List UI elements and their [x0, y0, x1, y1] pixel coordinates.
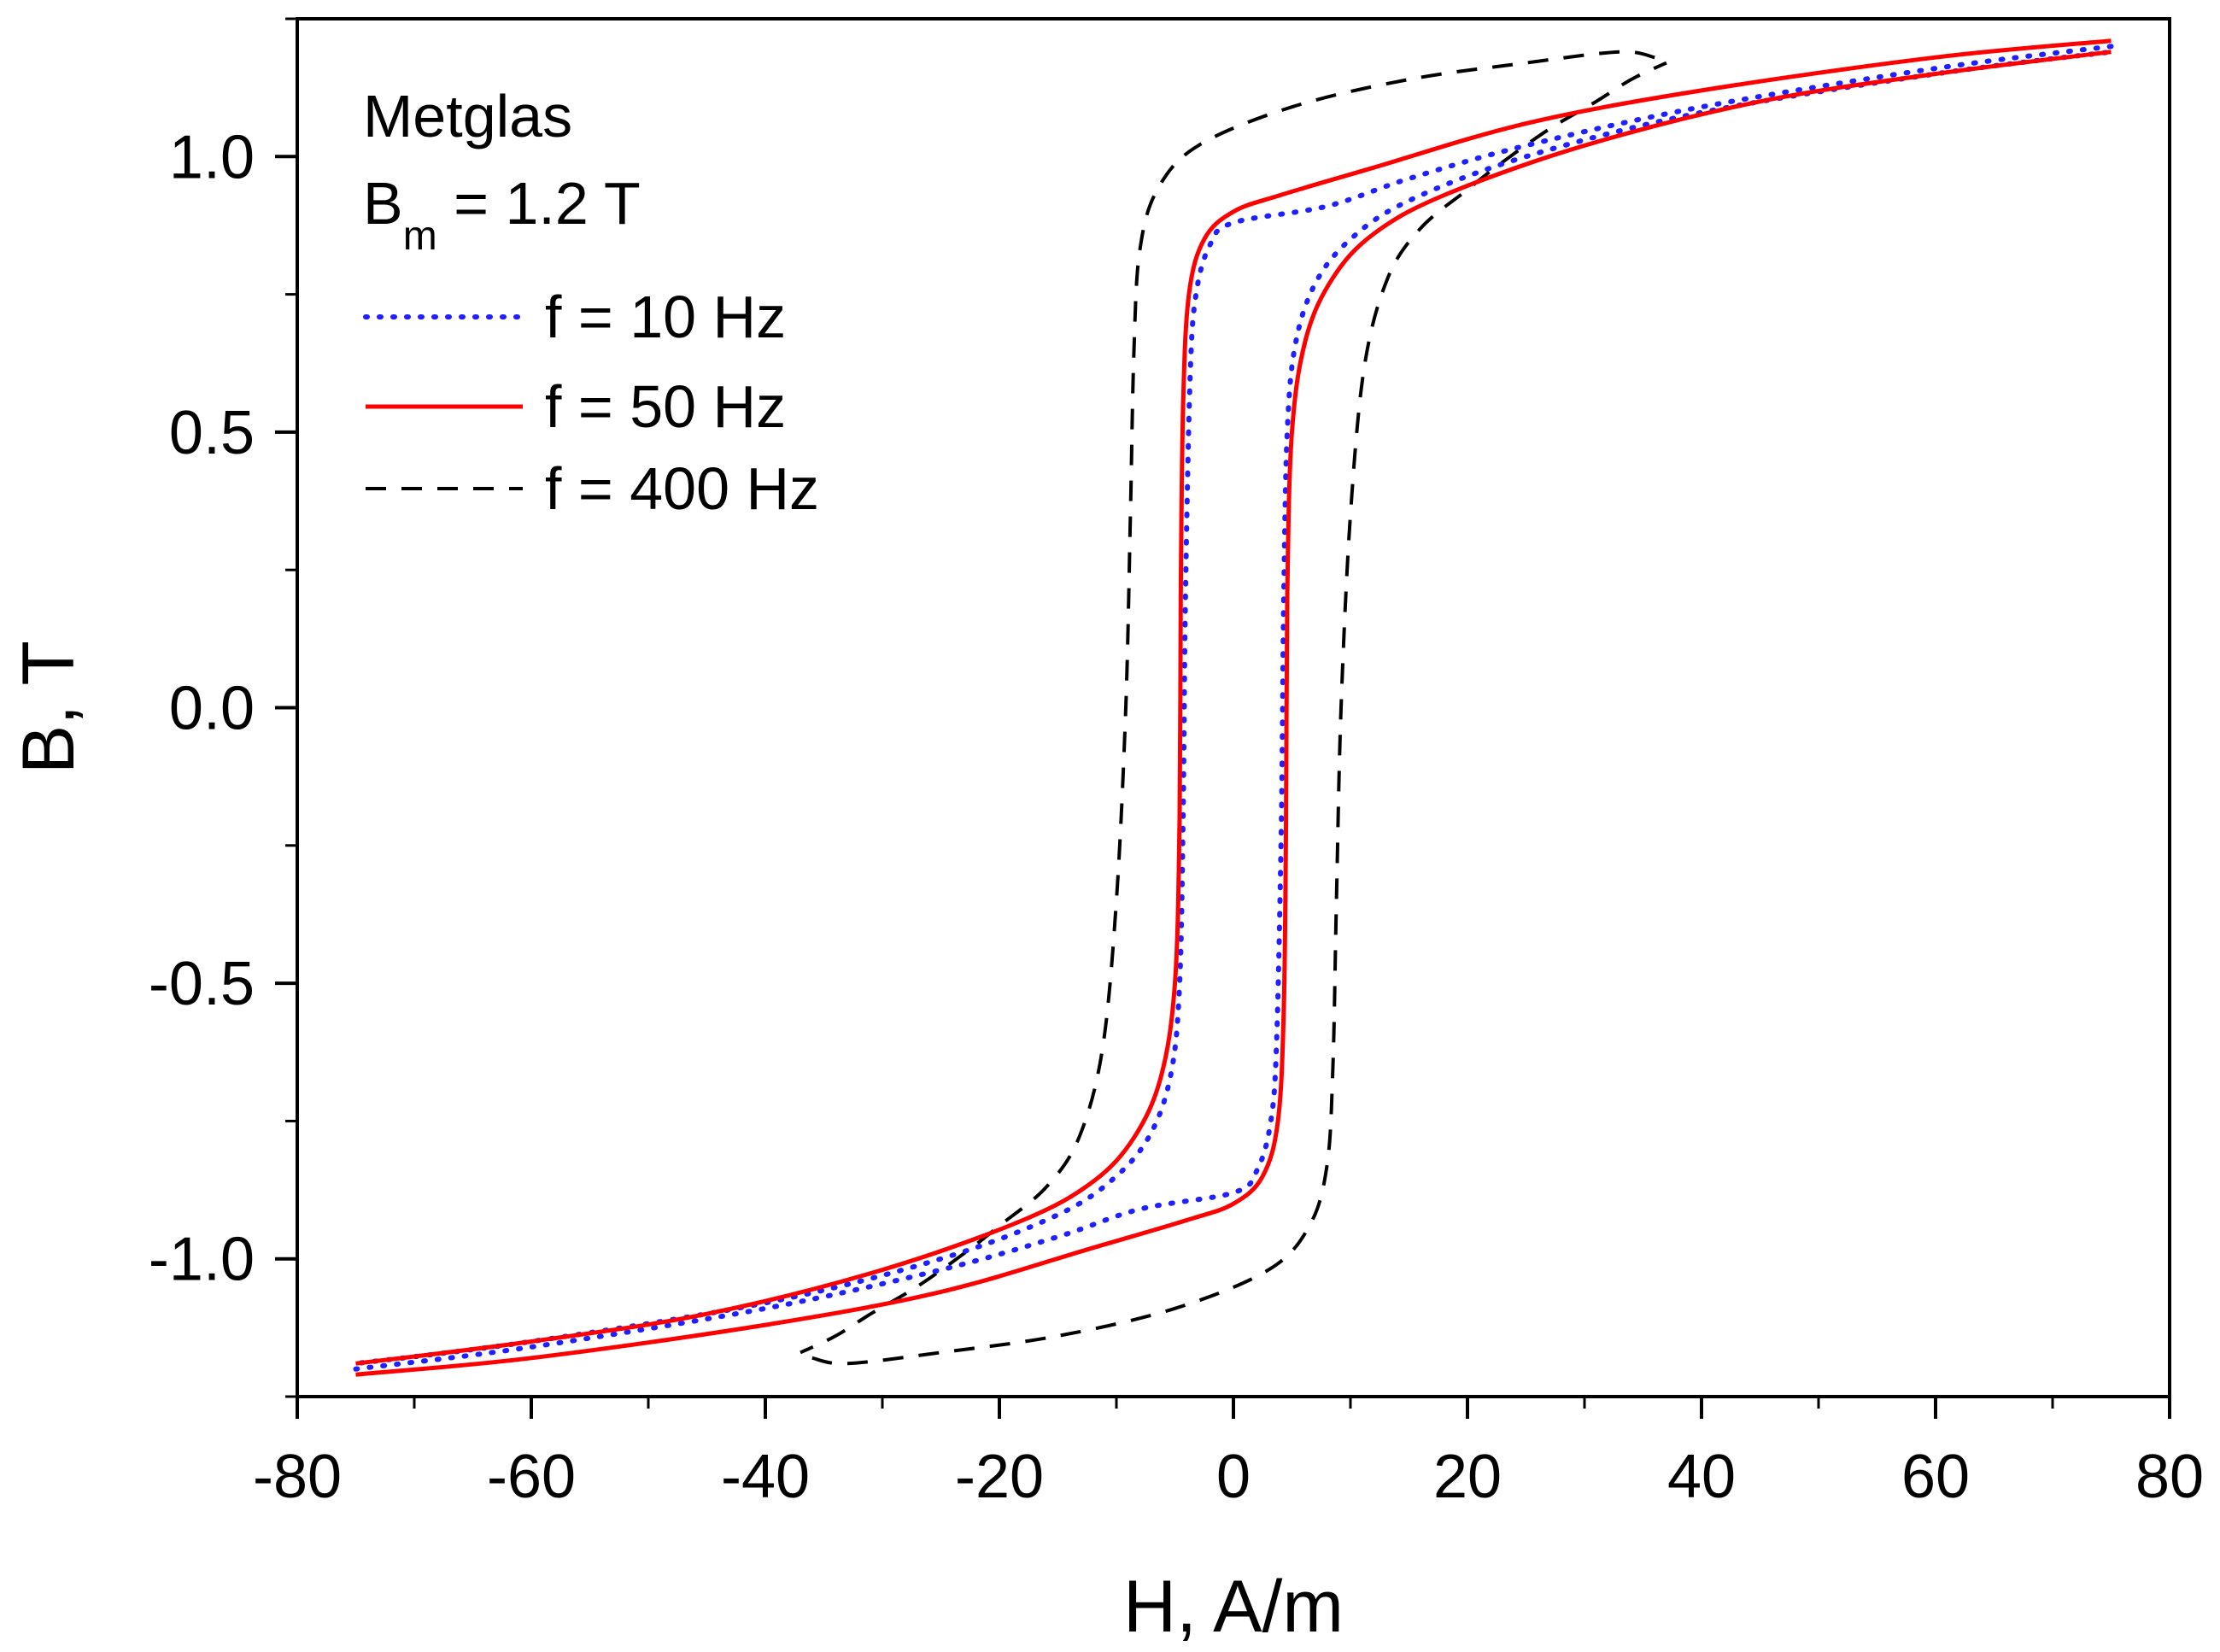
legend-label-10hz: f = 10 Hz [545, 284, 786, 350]
y-tick-label: -1.0 [149, 1226, 255, 1294]
bm-label: Bm = 1.2 T [363, 170, 641, 259]
series-f50hz-descending-branch [355, 38, 2112, 1366]
series-f10hz-ascending-branch [353, 49, 2114, 1372]
x-tick-label: -20 [955, 1443, 1044, 1511]
x-tick-label: 20 [1433, 1443, 1502, 1511]
y-tick-label: 0.5 [169, 399, 255, 467]
y-axis-title: B, T [8, 641, 90, 774]
bm-label-prefix: B [363, 170, 403, 237]
x-tick-label: -80 [253, 1443, 342, 1511]
y-tick-label: 0.0 [169, 675, 255, 743]
x-tick-label: 80 [2135, 1443, 2204, 1511]
x-tick-label: 60 [1901, 1443, 1970, 1511]
series-f10hz-descending-branch [353, 44, 2114, 1367]
ticks-layer: -80 -60 -40 -20 0 20 40 60 80 -1.0 -0.5 0.0 0.5 1.0 [149, 17, 2204, 1511]
curves-layer [353, 38, 2114, 1377]
y-tick-label: 1.0 [169, 123, 255, 191]
x-tick-label: -60 [487, 1443, 576, 1511]
legend: f = 10 Hz f = 50 Hz f = 400 Hz [363, 284, 819, 522]
y-tick-label: -0.5 [149, 950, 255, 1018]
plot-frame [296, 17, 2171, 1398]
material-label: Metglas [363, 83, 572, 149]
bm-label-value: = 1.2 T [437, 170, 641, 237]
series-f50hz-ascending-branch [355, 50, 2112, 1377]
legend-label-50hz: f = 50 Hz [545, 373, 786, 440]
legend-label-400hz: f = 400 Hz [545, 455, 819, 522]
bm-label-subscript: m [403, 214, 437, 259]
x-axis-title: H, A/m [1123, 1566, 1344, 1648]
x-tick-label: 40 [1667, 1443, 1736, 1511]
x-tick-label: -40 [721, 1443, 810, 1511]
x-tick-label: 0 [1216, 1443, 1251, 1511]
